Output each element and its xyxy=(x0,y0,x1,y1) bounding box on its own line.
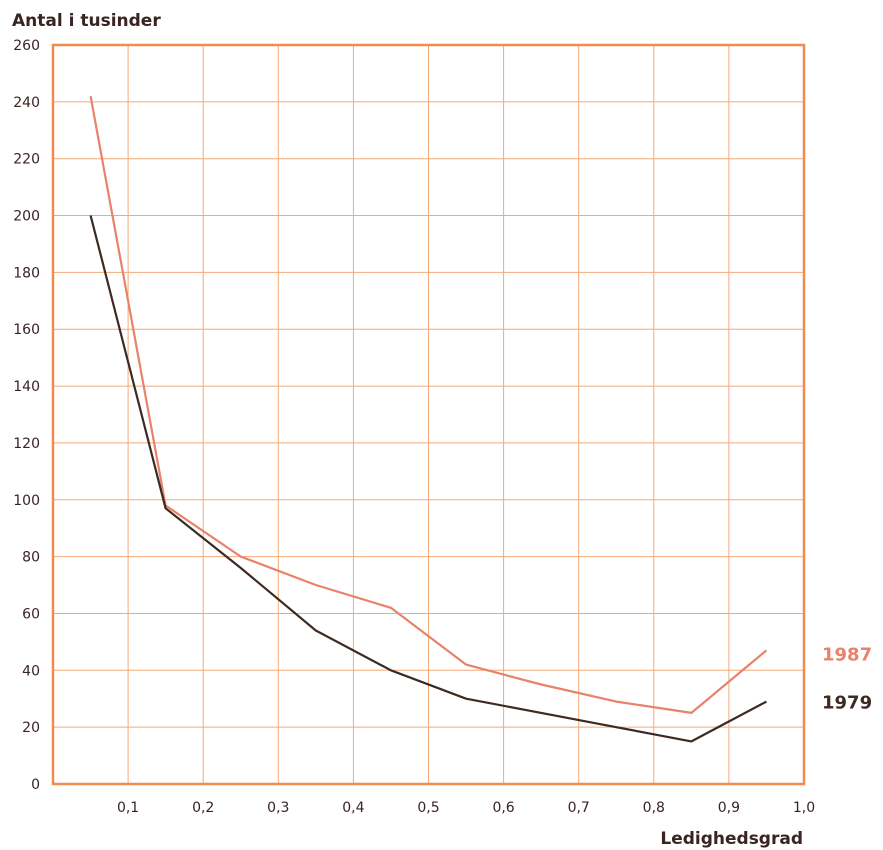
y-tick-label: 80 xyxy=(22,550,40,566)
x-tick-labels: 0,1 0,2 0,3 0,4 0,5 0,6 0,7 0,8 0,9 1,0 xyxy=(117,800,815,816)
x-tick-label: 0,9 xyxy=(718,800,740,816)
x-tick-label: 0,6 xyxy=(492,800,514,816)
x-tick-label: 0,2 xyxy=(192,800,214,816)
legend-label-1987: 1987 xyxy=(822,644,872,665)
x-axis-title: Ledighedsgrad xyxy=(660,829,803,849)
x-tick-label: 0,4 xyxy=(342,800,364,816)
y-tick-label: 100 xyxy=(13,493,40,509)
y-tick-label: 220 xyxy=(13,152,40,168)
plot-frame xyxy=(51,43,806,786)
y-axis-title: Antal i tusinder xyxy=(12,11,161,31)
legend: 1987 1979 xyxy=(822,644,872,713)
x-tick-label: 0,7 xyxy=(568,800,590,816)
y-tick-label: 40 xyxy=(22,663,40,679)
x-tick-label: 0,8 xyxy=(643,800,665,816)
y-tick-label: 0 xyxy=(31,777,40,793)
x-tick-label: 0,3 xyxy=(267,800,289,816)
series-lines xyxy=(89,96,768,743)
legend-label-1979: 1979 xyxy=(822,693,872,714)
y-tick-label: 20 xyxy=(22,720,40,736)
x-tick-label: 0,5 xyxy=(417,800,439,816)
x-tick-label: 1,0 xyxy=(793,800,815,816)
series-line-1987 xyxy=(89,96,768,715)
y-tick-label: 140 xyxy=(13,379,40,395)
grid xyxy=(53,45,804,784)
y-tick-label: 200 xyxy=(13,209,40,225)
y-tick-label: 240 xyxy=(13,95,40,111)
y-tick-label: 180 xyxy=(13,265,40,281)
y-tick-labels: 0 20 40 60 80 100 120 140 160 180 200 220 240 260 xyxy=(13,38,40,793)
x-tick-label: 0,1 xyxy=(117,800,139,816)
y-tick-label: 60 xyxy=(22,606,40,622)
y-tick-label: 160 xyxy=(13,322,40,338)
series-line-1979 xyxy=(89,215,767,743)
y-tick-label: 260 xyxy=(13,38,40,54)
y-tick-label: 120 xyxy=(13,436,40,452)
